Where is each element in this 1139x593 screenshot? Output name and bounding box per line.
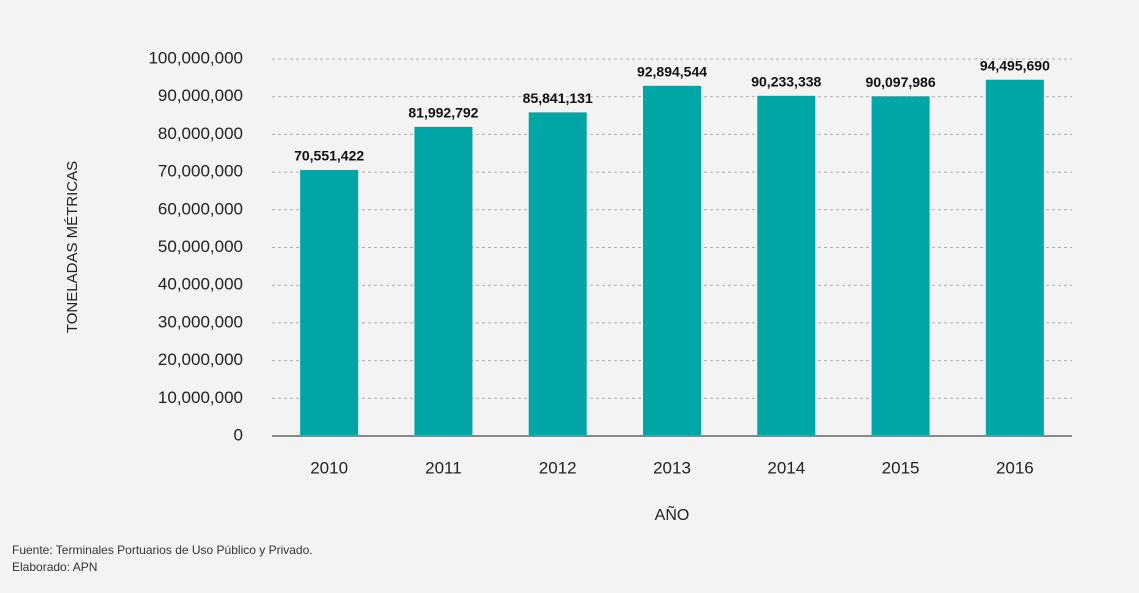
bar [757, 95, 816, 436]
y-tick-label: 40,000,000 [158, 275, 243, 294]
x-tick-label: 2016 [996, 458, 1034, 477]
x-tick-label: 2013 [653, 458, 691, 477]
bar [300, 170, 359, 437]
credit-note: Elaborado: APN [12, 560, 97, 574]
y-tick-label: 10,000,000 [158, 388, 243, 407]
value-label: 81,992,792 [408, 105, 478, 121]
y-tick-label: 50,000,000 [158, 237, 243, 256]
value-label: 90,233,338 [751, 74, 821, 90]
bar [985, 79, 1044, 436]
y-tick-label: 30,000,000 [158, 312, 243, 331]
value-label: 94,495,690 [980, 57, 1050, 73]
y-tick-label: 60,000,000 [158, 199, 243, 218]
x-axis-label: AÑO [655, 504, 690, 524]
x-tick-label: 2015 [882, 458, 920, 477]
y-tick-label: 100,000,000 [148, 48, 243, 67]
bar [414, 126, 473, 436]
value-label: 90,097,986 [866, 74, 936, 90]
bar [871, 96, 930, 436]
y-tick-label: 80,000,000 [158, 124, 243, 143]
y-tick-label: 20,000,000 [158, 350, 243, 369]
x-tick-label: 2010 [310, 458, 348, 477]
x-tick-label: 2012 [539, 458, 577, 477]
y-tick-label: 90,000,000 [158, 86, 243, 105]
y-tick-label: 70,000,000 [158, 162, 243, 181]
value-label: 92,894,544 [637, 63, 707, 79]
value-label: 85,841,131 [523, 90, 593, 106]
x-tick-label: 2011 [425, 458, 462, 477]
x-tick-label: 2014 [767, 458, 805, 477]
value-label: 70,551,422 [294, 148, 364, 164]
bar [528, 112, 587, 436]
y-axis-label: TONELADAS MÉTRICAS [64, 161, 81, 333]
bar [643, 85, 701, 436]
source-note: Fuente: Terminales Portuarios de Uso Púb… [12, 543, 313, 557]
y-tick-label: 0 [234, 425, 243, 444]
